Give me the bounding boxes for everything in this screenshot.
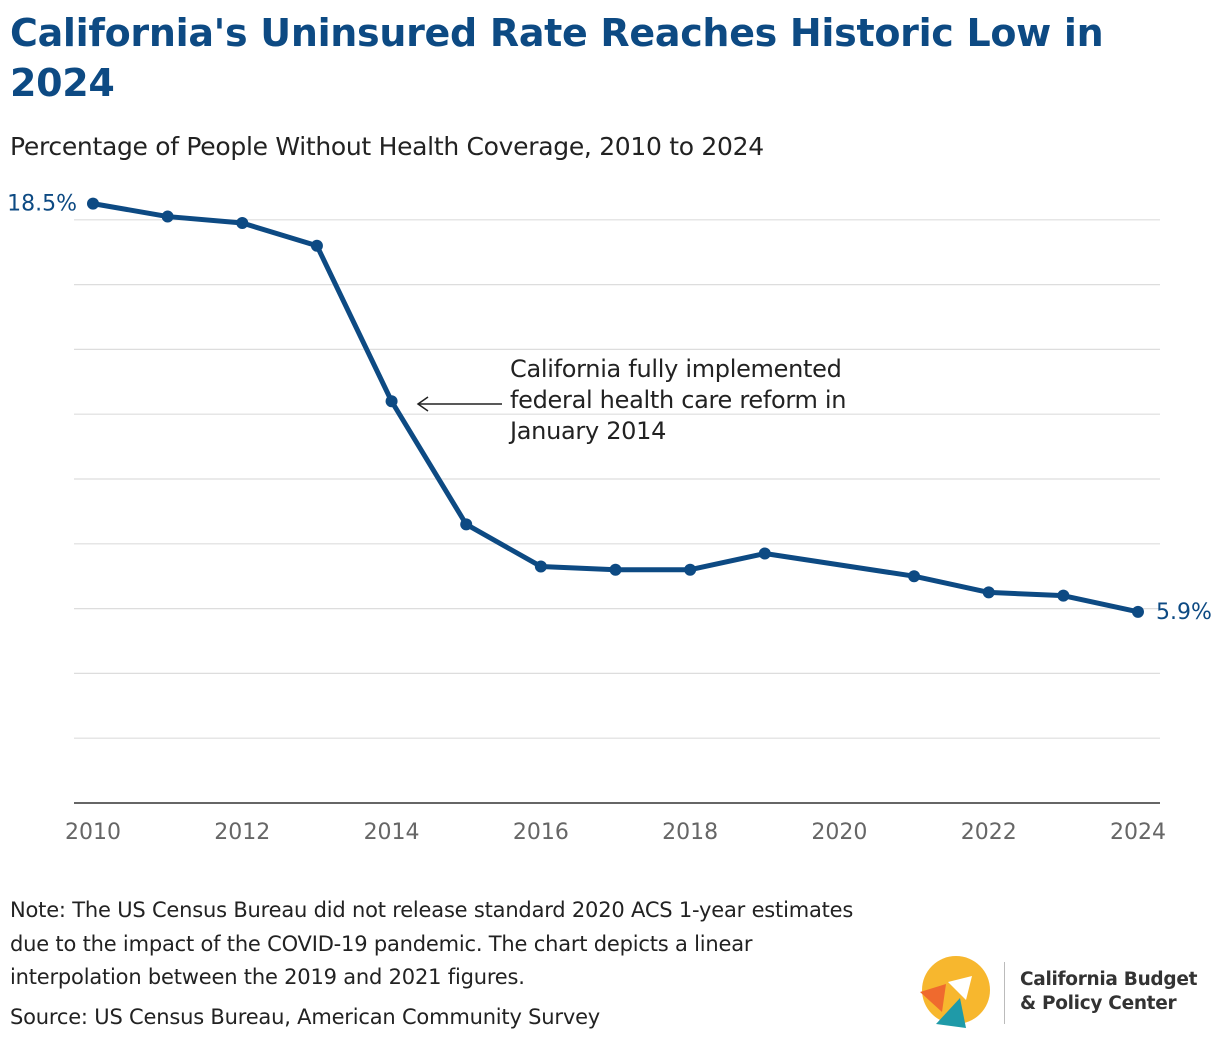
logo-text-line1: California Budget <box>1020 969 1198 990</box>
annotation-line: federal health care reform in <box>510 386 846 414</box>
x-tick-label: 2014 <box>364 820 420 845</box>
x-tick-label: 2016 <box>513 820 569 845</box>
x-tick-label: 2012 <box>214 820 270 845</box>
data-point <box>609 563 622 576</box>
series-group <box>87 197 1144 618</box>
data-point <box>1057 589 1070 602</box>
data-label: 18.5% <box>7 192 77 217</box>
data-label: 5.9% <box>1156 600 1212 625</box>
data-point <box>236 217 249 230</box>
data-point <box>534 560 547 573</box>
annotation-arrowhead <box>416 396 429 412</box>
logo-text-line2: & Policy Center <box>1020 993 1177 1014</box>
data-point <box>684 563 697 576</box>
x-tick-label: 2018 <box>662 820 718 845</box>
annotation: California fully implemented federal heal… <box>416 355 847 445</box>
line-chart: 2010 2012 2014 2016 2018 2020 2022 2024 18.5% 5.… <box>7 192 1212 845</box>
logo-text: California Budget & Policy Center <box>1020 968 1197 1016</box>
data-point <box>87 197 99 210</box>
annotation-line: California fully implemented <box>510 355 842 383</box>
data-point <box>161 210 174 223</box>
chart-note: Note: The US Census Bureau did not relea… <box>10 898 854 989</box>
data-labels: 18.5% 5.9% <box>7 192 1212 625</box>
annotation-line: January 2014 <box>508 417 666 445</box>
chart-title: California's Uninsured Rate Reaches Hist… <box>10 11 1104 105</box>
series-line <box>90 201 1141 615</box>
x-tick-label: 2020 <box>811 820 867 845</box>
data-point <box>982 586 995 599</box>
data-point <box>385 395 398 408</box>
logo-mark-icon <box>920 956 990 1028</box>
data-point <box>1132 605 1144 618</box>
data-point <box>758 547 771 560</box>
chart-subtitle: Percentage of People Without Health Cove… <box>10 132 764 161</box>
data-point <box>460 518 473 531</box>
x-tick-labels: 2010 2012 2014 2016 2018 2020 2022 2024 <box>65 820 1166 845</box>
chart-source: Source: US Census Bureau, American Commu… <box>10 1005 601 1029</box>
gridlines <box>74 219 1160 739</box>
data-point <box>908 570 921 583</box>
annotation-text: California fully implemented federal heal… <box>508 355 846 445</box>
logo-divider <box>1004 962 1005 1024</box>
x-tick-label: 2010 <box>65 820 121 845</box>
x-tick-label: 2024 <box>1110 820 1166 845</box>
x-tick-label: 2022 <box>961 820 1017 845</box>
data-point <box>310 239 323 252</box>
org-logo: California Budget & Policy Center <box>916 954 1216 1034</box>
